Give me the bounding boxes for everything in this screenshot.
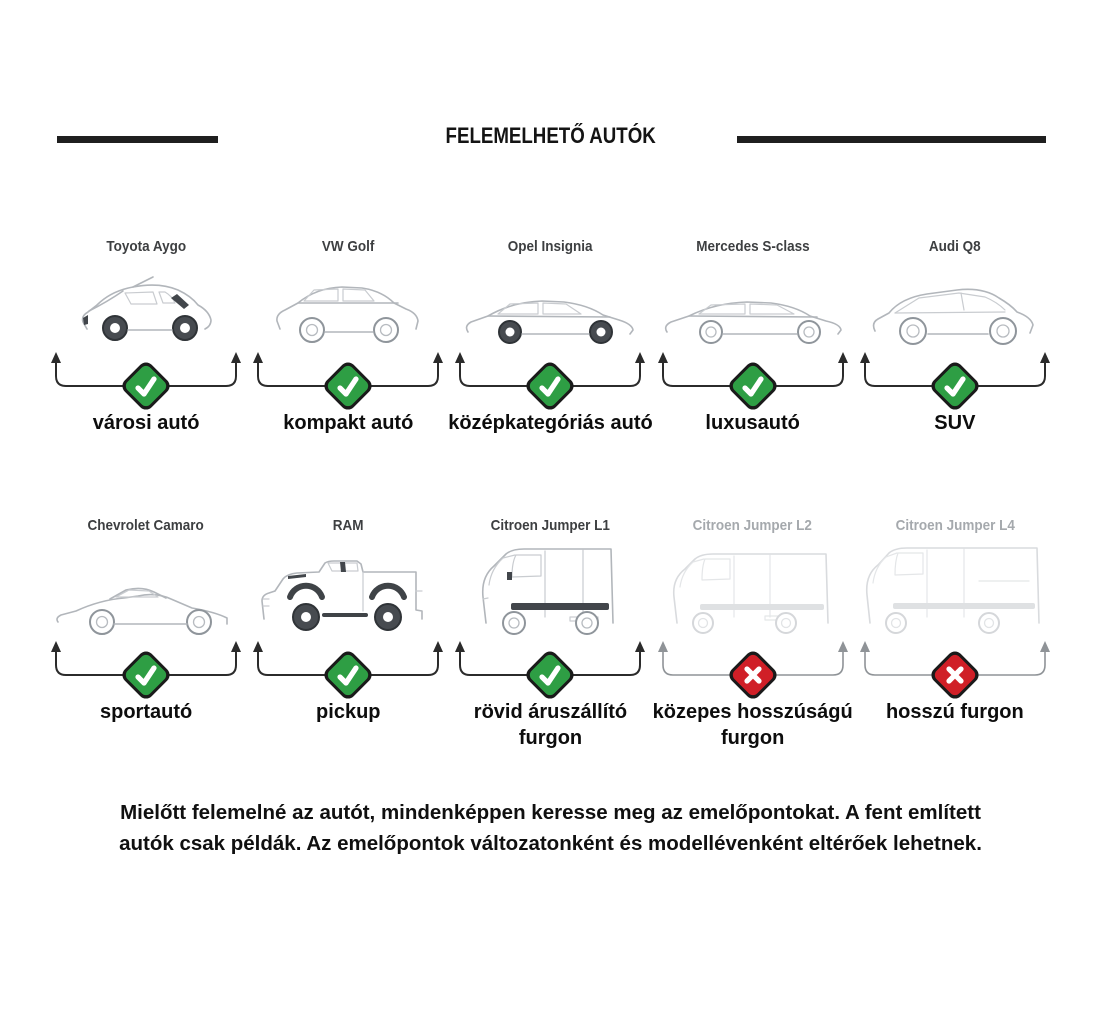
category-label: közepes hosszúságú furgon xyxy=(652,701,853,749)
check-icon xyxy=(321,359,376,413)
category-label: hosszú furgon xyxy=(885,701,1024,723)
cross-icon xyxy=(725,648,780,702)
lift-points-bracket xyxy=(450,348,650,413)
car-compact-hatchback-illustration xyxy=(268,260,428,346)
vehicle-name: Audi Q8 xyxy=(928,238,981,255)
footer-note: Mielőtt felemelné az autót, mindenképpen… xyxy=(0,797,1101,859)
category-label: pickup xyxy=(316,701,381,723)
vehicle-name: Citroen Jumper L1 xyxy=(490,517,611,534)
car-midsize-sedan-illustration xyxy=(460,260,640,346)
car-medium-van-illustration xyxy=(665,539,841,635)
lift-points-bracket xyxy=(653,637,853,702)
lift-points-bracket xyxy=(248,637,448,702)
check-icon xyxy=(725,359,780,413)
vehicle-card-citroen-jumper-l2: Citroen Jumper L2 xyxy=(652,517,854,751)
vehicle-card-chevrolet-camaro: Chevrolet Camaro xyxy=(45,517,247,751)
vehicle-card-ram: RAM xyxy=(247,517,449,751)
vehicle-name: Citroen Jumper L4 xyxy=(895,517,1015,534)
check-icon xyxy=(523,648,578,702)
vehicle-card-mercedes-s-class: Mercedes S-class xyxy=(652,238,854,436)
lift-points-bracket xyxy=(248,348,448,413)
row-cars: Toyota Aygo xyxy=(45,238,1056,436)
vehicle-card-audi-q8: Audi Q8 xyxy=(854,238,1056,436)
vehicle-card-toyota-aygo: Toyota Aygo xyxy=(45,238,247,436)
vehicle-name: Opel Insignia xyxy=(508,238,593,255)
row-trucks-vans: Chevrolet Camaro xyxy=(45,517,1056,751)
vehicle-card-vw-golf: VW Golf xyxy=(247,238,449,436)
vehicle-name: Citroen Jumper L2 xyxy=(693,517,813,534)
title-rule-left xyxy=(57,136,218,143)
vehicle-name: Toyota Aygo xyxy=(106,238,186,255)
category-label: luxusautó xyxy=(705,412,800,434)
vehicle-card-opel-insignia: Opel Insignia xyxy=(448,238,653,436)
cross-icon xyxy=(927,648,982,702)
category-label: sportautó xyxy=(99,701,193,723)
check-icon xyxy=(119,359,173,413)
lift-points-bracket xyxy=(46,348,246,413)
car-long-van-illustration xyxy=(859,539,1051,635)
lift-points-bracket xyxy=(653,348,853,413)
car-short-van-illustration xyxy=(474,539,626,635)
check-icon xyxy=(927,359,982,413)
category-label: városi autó xyxy=(92,412,200,434)
vehicle-name: RAM xyxy=(332,517,364,534)
vehicle-name: Chevrolet Camaro xyxy=(87,517,205,534)
vehicle-name: Mercedes S-class xyxy=(695,238,810,255)
vehicle-card-citroen-jumper-l4: Citroen Jumper L4 xyxy=(854,517,1056,751)
vehicle-card-citroen-jumper-l1: Citroen Jumper L1 xyxy=(449,517,651,751)
car-luxury-sedan-illustration xyxy=(659,260,847,346)
category-label: kompakt autó xyxy=(283,412,414,434)
vehicle-name: VW Golf xyxy=(322,238,375,255)
car-pickup-truck-illustration xyxy=(254,539,442,635)
check-icon xyxy=(119,648,173,702)
car-city-hatchback-illustration xyxy=(71,260,221,346)
lift-points-bracket xyxy=(450,637,650,702)
category-label: SUV xyxy=(934,412,976,434)
category-label: rövid áruszállító furgon xyxy=(473,701,628,749)
title-rule-right xyxy=(737,136,1046,143)
car-suv-illustration xyxy=(865,260,1045,346)
check-icon xyxy=(523,359,578,413)
lift-points-bracket xyxy=(855,637,1055,702)
lift-points-bracket xyxy=(46,637,246,702)
car-sports-car-illustration xyxy=(52,539,240,635)
footer-line-1: Mielőtt felemelné az autót, mindenképpen… xyxy=(120,801,981,824)
check-icon xyxy=(321,648,376,702)
page-title: FELEMELHETŐ AUTÓK xyxy=(445,123,656,148)
category-label: középkategóriás autó xyxy=(448,412,653,434)
footer-line-2: autók csak példák. Az emelőpontok változ… xyxy=(119,832,982,855)
lift-points-bracket xyxy=(855,348,1055,413)
